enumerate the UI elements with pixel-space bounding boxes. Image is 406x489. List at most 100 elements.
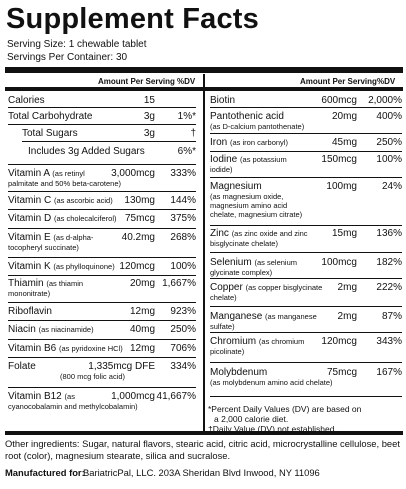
footnote-calorie-diet: a 2,000 calorie diet. [214, 414, 289, 424]
nutrient-row: Thiamin (as thiamin mononitrate) 20mg 1,667… [8, 278, 196, 298]
nutrient-row: Riboflavin 12mg 923% [8, 306, 196, 326]
nutrient-source-detail: magnesium amino acid [210, 201, 288, 210]
nutrient-name: Zinc (as zinc oxide and zinc [210, 228, 308, 239]
nutrient-name-text: Vitamin E [8, 232, 51, 243]
nutrient-row: Niacin (as niacinamide) 40mg 250% [8, 324, 196, 344]
daily-value-percent: † [190, 128, 196, 139]
nutrient-name-text: Manganese [210, 311, 263, 322]
nutrient-source: (as chromium [258, 337, 305, 346]
nutrient-name-text: Total Sugars [22, 128, 78, 139]
left-dv-header: %DV [177, 77, 196, 86]
nutrient-row: Iron (as iron carbonyl) 45mg 250% [210, 137, 402, 177]
amount-per-serving: 75mcg [326, 367, 357, 378]
nutrient-name: Copper (as copper bisglycinate [210, 282, 322, 293]
nutrient-source-detail: chelate, magnesium citrate) [210, 210, 303, 219]
amount-per-serving: 45mg [331, 137, 357, 148]
nutrient-name: Thiamin (as thiamin [8, 278, 83, 289]
nutrient-name: Vitamin E (as d-alpha- [8, 232, 93, 243]
nutrient-source: (as retinyl [52, 169, 85, 178]
amount-per-serving: 130mg [124, 195, 155, 206]
nutrient-name-text: Iron [210, 137, 228, 148]
nutrient-source-detail: chelate) [210, 293, 237, 302]
nutrient-row: Copper (as copper bisglycinate chelate) 2m… [210, 282, 402, 322]
daily-value-percent: 167% [376, 367, 402, 378]
nutrient-row: Chromium (as chromium picolinate) 120mcg 34… [210, 336, 402, 376]
row-divider [8, 387, 196, 388]
manufacturer-line: Manufactured for:BariatricPal, LLC. 203A… [5, 467, 320, 479]
manufacturer-address: BariatricPal, LLC. 203A Sheridan Blvd In… [83, 467, 320, 478]
nutrient-row: Zinc (as zinc oxide and zinc bisglycinate… [210, 228, 402, 268]
nutrient-name: Manganese (as manganese [210, 311, 317, 322]
row-divider [210, 133, 402, 134]
amount-per-serving: 3,000mcg [111, 168, 155, 179]
nutrient-source-detail: picolinate) [210, 347, 245, 356]
nutrient-row: Pantothenic acid (as D-calcium pantothena… [210, 111, 402, 151]
nutrient-name-text: Magnesium [210, 181, 262, 192]
amount-per-serving: 40mg [129, 324, 155, 335]
nutrient-source: (as cholecalciferol) [53, 214, 117, 223]
amount-per-serving: 15 [143, 95, 155, 106]
nutrient-source: (as zinc oxide and zinc [231, 229, 308, 238]
row-divider [8, 124, 196, 125]
amount-per-serving: 2mg [337, 282, 357, 293]
row-divider [210, 151, 402, 152]
nutrient-name: Total Carbohydrate [8, 111, 93, 122]
nutrient-name-text: Iodine [210, 154, 238, 165]
row-divider [210, 278, 402, 279]
daily-value-percent: 268% [170, 232, 196, 243]
nutrient-name-text: Vitamin D [8, 213, 52, 224]
nutrient-name: Vitamin B12 (as [8, 391, 75, 402]
row-divider [210, 362, 402, 363]
nutrient-row: Vitamin K (as phylloquinone) 120mcg 100% [8, 261, 196, 281]
nutrient-row: Total Carbohydrate 3g 1%* [8, 111, 196, 131]
nutrient-name-text: Includes 3g Added Sugars [28, 146, 145, 157]
daily-value-percent: 333% [170, 168, 196, 179]
nutrient-name: Magnesium [210, 181, 262, 192]
nutrient-source-detail: palmitate and 50% beta-carotene) [8, 179, 121, 188]
nutrient-source-detail: cyanocobalamin and methylcobalamin) [8, 402, 138, 411]
daily-value-percent: 2,000% [368, 95, 402, 106]
nutrient-name-text: Zinc [210, 228, 229, 239]
row-divider [8, 209, 196, 210]
nutrient-source: (as d-alpha- [53, 233, 94, 242]
nutrient-name-text: Biotin [210, 95, 236, 106]
nutrient-row: Folate (800 mcg folic acid) 1,335mcg DFE 33… [8, 361, 196, 381]
daily-value-percent: 100% [170, 261, 196, 272]
daily-value-percent: 144% [170, 195, 196, 206]
nutrient-row: Calories 15 [8, 95, 196, 115]
nutrient-row: Biotin 600mcg 2,000% [210, 95, 402, 135]
nutrient-source: (as [64, 392, 75, 401]
footnote-dv-not-established: †Daily Value (DV) not established. [208, 424, 337, 434]
nutrient-name: Total Sugars [22, 128, 78, 139]
row-divider [8, 302, 196, 303]
amount-per-serving: 150mcg [321, 154, 357, 165]
nutrient-row: Vitamin B12 (as cyanocobalamin and methyl… [8, 391, 196, 411]
nutrient-name-text: Calories [8, 95, 45, 106]
nutrient-source: (as phylloquinone) [53, 262, 115, 271]
nutrient-row: Manganese (as manganese sulfate) 2mg 87% [210, 311, 402, 351]
nutrient-name: Riboflavin [8, 306, 52, 317]
nutrient-name-text: Copper [210, 282, 243, 293]
daily-value-percent: 250% [376, 137, 402, 148]
row-divider [8, 320, 196, 321]
thick-divider-top [5, 67, 403, 73]
amount-per-serving: 120mcg [119, 261, 155, 272]
nutrient-name: Molybdenum [210, 367, 267, 378]
row-divider [210, 306, 402, 307]
row-divider [8, 257, 196, 258]
nutrient-row: Magnesium (as magnesium oxide, magnesium a… [210, 181, 402, 221]
nutrient-source: (as potassium [240, 155, 287, 164]
amount-per-serving: 100mcg [321, 257, 357, 268]
nutrient-source-detail: (as molybdenum amino acid chelate) [210, 378, 333, 387]
row-divider [210, 252, 402, 253]
amount-per-serving: 15mg [331, 228, 357, 239]
row-divider [22, 141, 196, 142]
servings-per-container: Servings Per Container: 30 [7, 52, 128, 63]
amount-per-serving: 2mg [337, 311, 357, 322]
nutrient-source: (as thiamin [46, 279, 84, 288]
daily-value-percent: 400% [376, 111, 402, 122]
nutrient-name: Selenium (as selenium [210, 257, 297, 268]
nutrient-row: Iodine (as potassium iodide) 150mcg 100% [210, 154, 402, 194]
nutrient-row: Vitamin C (as ascorbic acid) 130mg 144% [8, 195, 196, 215]
